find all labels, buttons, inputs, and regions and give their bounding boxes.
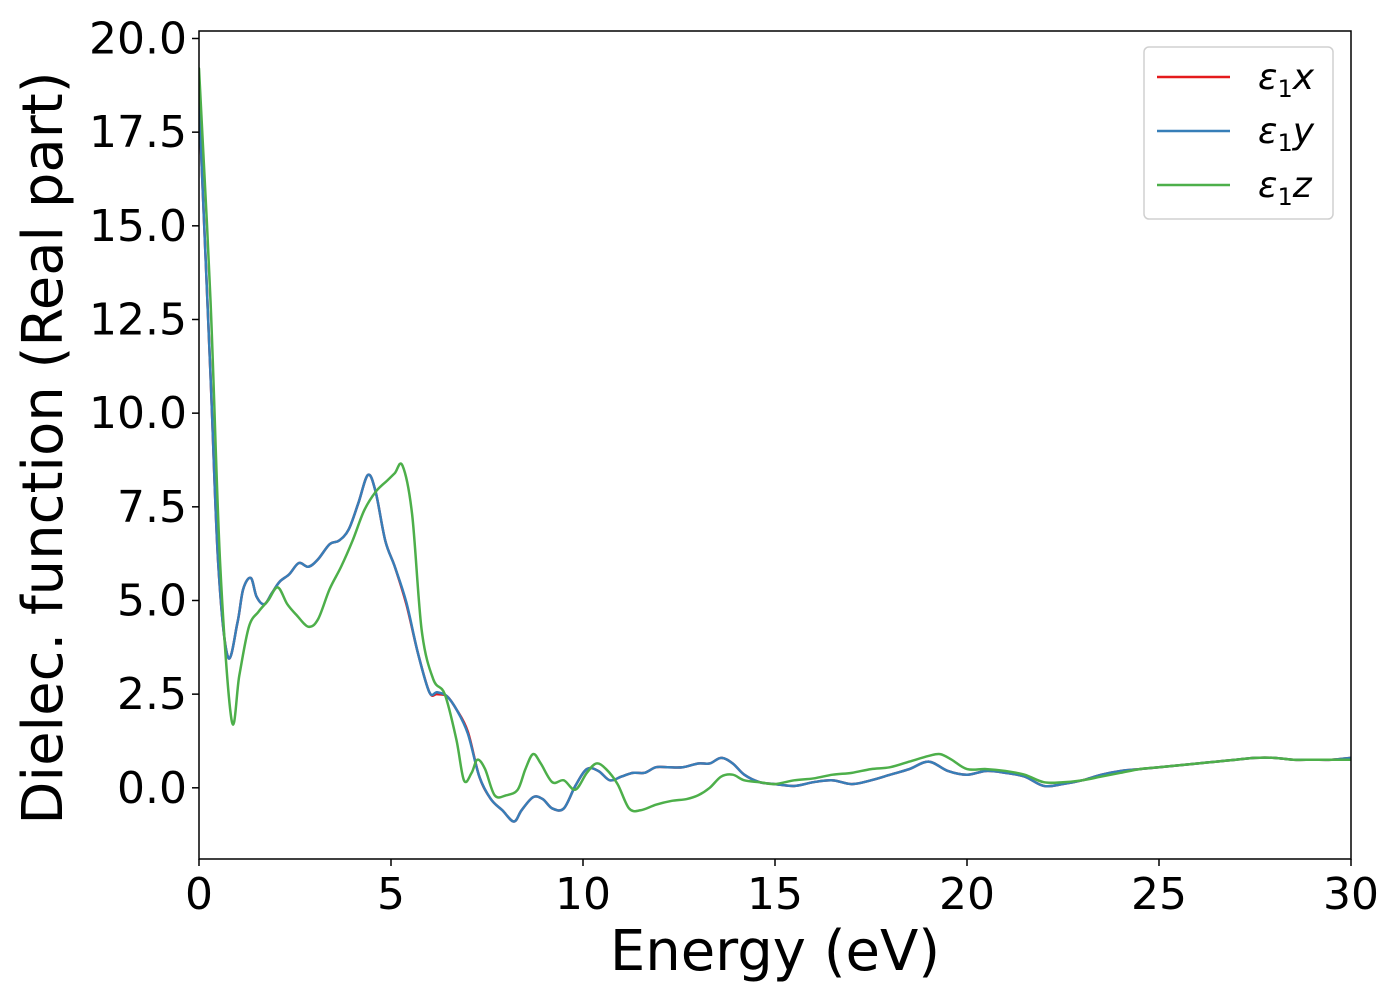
legend-label-z: ε1z (1258, 165, 1313, 211)
legend-label-x: ε1x (1258, 57, 1315, 103)
y-tick-label: 17.5 (89, 107, 187, 158)
plot-lines (199, 67, 1351, 823)
x-tick-label: 0 (185, 869, 213, 920)
y-tick-label: 5.0 (117, 575, 187, 626)
x-tick-label: 30 (1323, 869, 1379, 920)
legend-label-y: ε1y (1258, 111, 1315, 157)
y-axis-ticks: 0.0 2.5 5.0 7.5 10.0 12.5 15.0 17.5 20.0 (89, 13, 199, 814)
y-tick-label: 12.5 (89, 294, 187, 345)
y-axis-label: Dielec. function (Real part) (11, 71, 76, 824)
legend: ε1x ε1y ε1z (1143, 46, 1334, 220)
y-tick-label: 2.5 (117, 669, 187, 720)
x-axis-ticks: 0 5 10 15 20 25 30 (185, 859, 1379, 920)
x-tick-label: 10 (555, 869, 611, 920)
y-tick-label: 20.0 (89, 13, 187, 64)
y-tick-label: 0.0 (117, 763, 187, 814)
x-tick-label: 25 (1131, 869, 1187, 920)
x-tick-label: 20 (939, 869, 995, 920)
legend-box (1143, 46, 1334, 220)
y-tick-label: 7.5 (117, 482, 187, 533)
y-tick-label: 10.0 (89, 388, 187, 439)
x-tick-label: 5 (377, 869, 405, 920)
x-tick-label: 15 (747, 869, 803, 920)
series-line-z (199, 67, 1351, 813)
x-axis-label: Energy (eV) (610, 919, 940, 984)
y-tick-label: 15.0 (89, 201, 187, 252)
